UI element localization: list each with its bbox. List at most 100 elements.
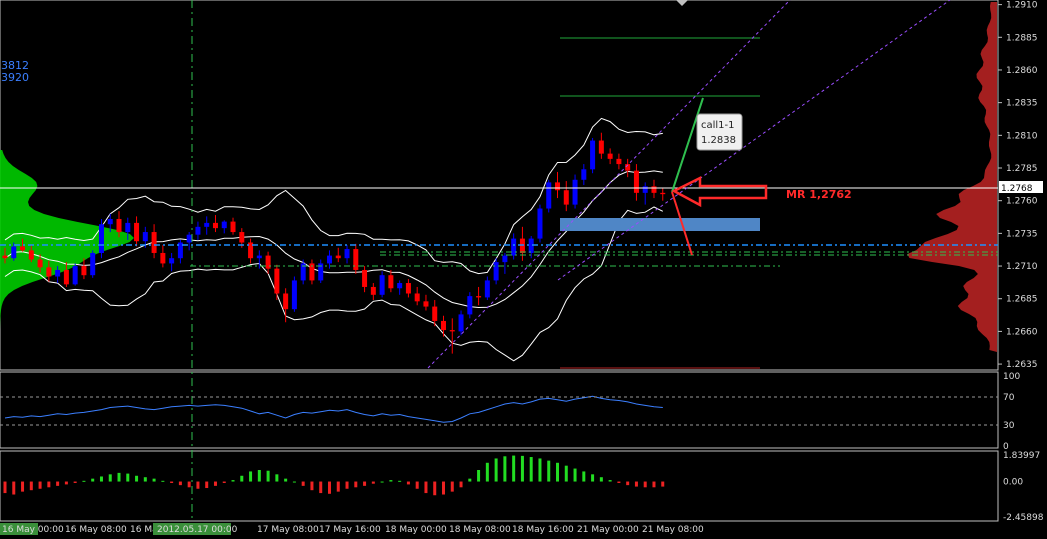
macd-bar <box>91 478 95 482</box>
macd-bar <box>284 478 288 482</box>
macd-bar <box>643 481 647 488</box>
scroll-marker <box>676 0 688 6</box>
price-tick-label: 1.2885 <box>1006 33 1038 43</box>
candle-body <box>572 179 578 205</box>
candle <box>326 250 332 269</box>
macd-bar <box>468 478 472 482</box>
candle-body <box>432 306 438 321</box>
price-tick-label: 1.2660 <box>1006 327 1038 337</box>
macd-bar <box>661 481 665 487</box>
candle <box>46 260 52 282</box>
candle-body <box>625 164 631 171</box>
channel-line-upper <box>427 0 791 369</box>
macd-bar <box>47 481 51 488</box>
candle <box>388 269 394 293</box>
macd-bar <box>450 481 454 492</box>
volume-profile-right <box>907 2 997 352</box>
macd-bar <box>301 481 305 486</box>
current-price-tag: 1.2768 <box>999 181 1043 194</box>
rsi-pane[interactable] <box>0 371 999 449</box>
rsi-tick-label: 30 <box>1003 421 1015 431</box>
candle <box>72 263 78 286</box>
macd-bar <box>371 481 375 484</box>
macd-bar <box>126 473 130 482</box>
time-tick-label: 17 May 08:00 <box>257 525 319 535</box>
candle <box>607 148 613 165</box>
macd-bar <box>64 481 68 485</box>
candle <box>11 242 17 261</box>
candle-body <box>484 280 490 298</box>
candle <box>169 252 175 272</box>
macd-bar <box>547 460 551 482</box>
candle-body <box>37 259 43 268</box>
macd-bar <box>459 481 463 488</box>
macd-bar <box>117 472 121 482</box>
candle <box>642 182 648 205</box>
candle-body <box>291 280 297 310</box>
macd-bar <box>266 470 270 482</box>
candle <box>37 254 43 273</box>
candle-body <box>265 255 271 269</box>
time-cursor-box-left <box>0 523 38 535</box>
candle <box>274 264 280 301</box>
candle-body <box>212 222 218 229</box>
trend-lines[interactable] <box>0 0 998 521</box>
candle-body <box>204 222 210 227</box>
mr-label: MR 1,2762 <box>786 188 852 201</box>
candle-body <box>441 320 446 331</box>
macd-bar <box>249 471 253 482</box>
main-pane[interactable] <box>0 0 999 371</box>
candle-body <box>370 286 376 295</box>
candle-body <box>563 190 569 205</box>
price-tick-label: 1.2810 <box>1006 131 1038 141</box>
channel-line-lower <box>557 0 951 281</box>
time-tick-label: 17 May 16:00 <box>319 525 381 535</box>
macd-bar <box>433 481 437 496</box>
time-tick-label: 21 May 08:00 <box>642 525 704 535</box>
price-tick-label: 1.2785 <box>1006 164 1038 174</box>
candle-body <box>326 255 332 264</box>
macd-bar <box>336 481 340 492</box>
candle-body <box>388 275 394 289</box>
candle-body <box>90 252 96 276</box>
time-tick-label: 21 May 00:00 <box>577 525 639 535</box>
candle-body <box>256 255 262 259</box>
macd-bar <box>82 480 86 482</box>
candle-body <box>414 293 420 302</box>
candle-body <box>142 232 148 242</box>
time-tick-label: 18 May 16:00 <box>512 525 574 535</box>
candle <box>98 218 104 259</box>
macd-bar <box>275 474 279 482</box>
band-middle <box>4 170 663 309</box>
candle <box>2 247 8 264</box>
macd-bar <box>380 481 384 483</box>
red-arrow <box>671 175 768 208</box>
candle-body <box>581 169 587 180</box>
annotation-call-box[interactable]: call1-1 1.2838 <box>696 113 743 151</box>
blue-zone <box>560 218 760 231</box>
candle <box>177 239 183 264</box>
volume-left-shape <box>0 150 134 352</box>
candle-body <box>493 262 499 281</box>
projection-down-line <box>671 191 693 256</box>
candle-body <box>177 242 183 259</box>
candle <box>397 280 403 295</box>
price-tick-label: 1.2710 <box>1006 262 1038 272</box>
macd-bar <box>415 481 419 489</box>
candle-body <box>72 266 78 285</box>
candle <box>204 216 210 235</box>
indicator-value-1: 3812 <box>1 59 29 72</box>
candle <box>555 171 561 199</box>
candle-body <box>46 267 52 277</box>
candle-body <box>660 192 666 195</box>
candle-body <box>528 238 534 253</box>
macd-bar <box>327 481 331 494</box>
candle <box>432 300 438 327</box>
candle <box>63 262 69 287</box>
time-tick-label: 2012.05.17 00:00 <box>157 525 238 535</box>
bollinger-bands <box>4 117 664 362</box>
macd-pane[interactable] <box>0 450 999 522</box>
volume-profile-left <box>0 150 134 352</box>
